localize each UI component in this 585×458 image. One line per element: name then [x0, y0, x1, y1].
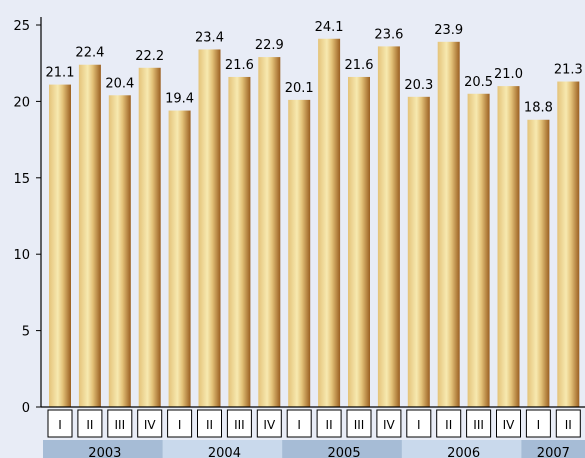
quarter-label: IV	[144, 418, 157, 432]
quarter-cell	[286, 409, 312, 438]
data-label: 20.3	[404, 78, 433, 93]
bar	[407, 96, 430, 407]
quarter-label: II	[86, 418, 93, 432]
bar	[138, 67, 161, 407]
quarter-cell	[167, 409, 193, 438]
year-label: 2004	[208, 446, 241, 458]
year-band	[282, 440, 406, 458]
data-label: 21.6	[225, 58, 254, 73]
year-label: 2005	[328, 446, 361, 458]
data-label: 20.4	[105, 76, 134, 91]
quarter-label: II	[565, 418, 572, 432]
y-tick-label: 5	[22, 325, 30, 340]
data-label: 24.1	[315, 20, 344, 35]
quarter-label: IV	[263, 418, 276, 432]
y-tick-label: 25	[13, 19, 30, 34]
year-band	[521, 440, 585, 458]
bar	[108, 95, 131, 408]
quarter-cell	[316, 409, 342, 438]
quarter-label: III	[473, 418, 484, 432]
data-label: 20.5	[464, 75, 493, 90]
quarter-cell	[107, 409, 133, 438]
bar	[377, 46, 400, 407]
bar	[348, 76, 370, 408]
bar	[288, 99, 311, 407]
quarter-label: I	[537, 418, 541, 432]
quarter-label: III	[234, 418, 245, 432]
bar	[437, 41, 460, 408]
data-label: 23.9	[434, 23, 463, 38]
data-label: 20.1	[285, 81, 314, 96]
y-tick-label: 0	[22, 401, 30, 416]
quarter-cell	[137, 409, 163, 438]
y-tick-label: 10	[13, 248, 30, 263]
bar	[258, 57, 281, 407]
quarter-cell	[77, 409, 103, 438]
bar	[78, 64, 101, 407]
data-label: 18.8	[524, 101, 553, 116]
data-label: 22.9	[255, 38, 284, 53]
y-axis: 0 5 10 15 20 25	[13, 17, 42, 416]
bar	[228, 76, 251, 408]
quarter-label: I	[417, 418, 421, 432]
data-label: 23.4	[195, 30, 224, 45]
quarter-cell	[346, 409, 372, 438]
quarter-label: III	[114, 418, 125, 432]
quarter-label: I	[178, 418, 182, 432]
bar	[497, 86, 520, 408]
quarter-label: I	[58, 418, 62, 432]
quarter-cell	[256, 409, 282, 438]
y-tick-label: 20	[13, 95, 30, 110]
quarter-cell	[197, 409, 222, 438]
data-labels: 21.122.420.422.219.423.421.622.920.124.1…	[46, 20, 583, 116]
bar	[557, 81, 580, 407]
bar	[318, 38, 341, 407]
quarter-label: I	[297, 418, 301, 432]
quarter-cell	[376, 409, 402, 438]
data-label: 22.2	[135, 49, 164, 64]
data-label: 21.0	[494, 67, 523, 82]
data-label: 23.6	[374, 27, 403, 42]
bars	[49, 38, 580, 408]
quarter-label: IV	[503, 418, 516, 432]
data-label: 21.1	[46, 66, 75, 81]
quarter-label: III	[354, 418, 365, 432]
quarter-cell	[555, 409, 581, 438]
bar	[49, 84, 71, 407]
quarter-cell	[226, 409, 252, 438]
data-label: 22.4	[75, 46, 104, 61]
bar	[168, 110, 191, 408]
quarter-label: II	[326, 418, 333, 432]
quarter-label: II	[206, 418, 213, 432]
bar	[198, 49, 221, 408]
year-label: 2003	[88, 446, 121, 458]
quarter-cell	[525, 409, 551, 438]
quarter-label: II	[445, 418, 452, 432]
bar	[527, 119, 550, 408]
data-label: 21.6	[345, 58, 374, 73]
quarter-label: IV	[383, 418, 396, 432]
year-band	[162, 440, 287, 458]
y-tick-label: 15	[13, 172, 30, 187]
year-label: 2006	[447, 446, 480, 458]
quarter-cell	[436, 409, 462, 438]
quarter-cell	[466, 409, 492, 438]
year-band	[401, 440, 526, 458]
quarter-cell	[47, 409, 73, 438]
quarter-cell	[406, 409, 432, 438]
data-label: 21.3	[554, 63, 583, 78]
bar	[467, 93, 490, 407]
year-label: 2007	[537, 446, 570, 458]
quarter-cell	[496, 409, 521, 438]
data-label: 19.4	[165, 92, 194, 107]
year-band	[43, 440, 167, 458]
